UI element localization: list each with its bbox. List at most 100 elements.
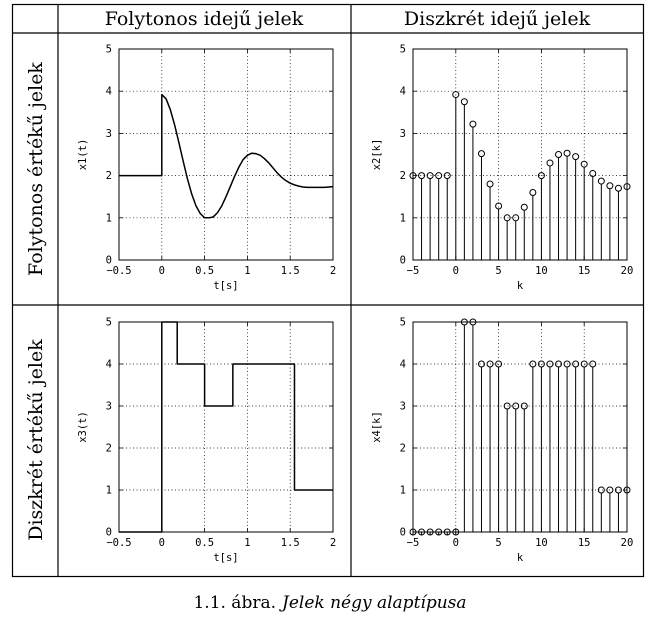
stem-point [589,360,597,368]
stem-point [503,402,511,410]
stem-point [486,360,494,368]
x-tick-label: 2 [330,265,336,277]
x-tick-label: 20 [621,537,634,549]
y-tick-label: 3 [106,128,112,140]
x-tick-label: 10 [535,265,548,277]
stem-point [537,360,545,368]
y-axis-label: x3(t) [77,411,89,443]
x-tick-label: 0 [453,265,459,277]
caption-text: Jelek négy alaptípusa [279,593,467,613]
stem-point [580,160,588,168]
stem-point [597,177,605,185]
series-line-x1 [119,93,334,219]
stem-point [477,150,485,158]
x-tick-label: 5 [495,537,501,549]
plot-frame [412,48,628,261]
x-axis-label: t[s] [213,552,238,564]
stem-point [580,360,588,368]
x-tick-label: −0.5 [106,265,131,277]
stem-point [546,360,554,368]
stem-point [529,188,537,196]
plot-frame [118,321,334,533]
stem-point [546,159,554,167]
caption-number: 1.1. ábra. [193,593,276,613]
plot-frame [118,48,334,261]
y-tick-label: 4 [106,359,112,371]
stem-point [572,360,580,368]
stem-point [563,360,571,368]
x-tick-label: −0.5 [106,537,131,549]
stem-point [589,169,597,177]
y-tick-label: 1 [400,212,406,224]
x-axis-label: t[s] [213,280,238,292]
stem-point [469,120,477,128]
stem-point [520,402,528,410]
table-frame [11,3,645,578]
y-tick-label: 1 [400,485,406,497]
stem-point [520,203,528,211]
stem-point [418,172,426,180]
x-tick-label: 1 [244,537,250,549]
x-axis-label: k [517,552,524,564]
y-tick-label: 0 [400,255,406,267]
col-header-continuous-time: Folytonos idejű jelek [105,8,304,30]
y-tick-label: 2 [106,170,112,182]
stem-point [529,360,537,368]
stem-point [555,360,563,368]
x-tick-label: −5 [407,537,420,549]
table-border [11,3,645,578]
x-tick-label: 20 [621,265,634,277]
y-tick-label: 4 [106,86,112,98]
stem-point [572,153,580,161]
stem-point [614,184,622,192]
y-tick-label: 1 [106,212,112,224]
stem-point [503,214,511,222]
y-tick-label: 5 [106,44,112,56]
stem-point [512,402,520,410]
stem-point [597,486,605,494]
stem-point [537,172,545,180]
y-tick-label: 4 [400,86,406,98]
y-tick-label: 0 [106,255,112,267]
y-tick-label: 5 [400,317,406,329]
x-tick-label: 5 [495,265,501,277]
y-tick-label: 3 [106,401,112,413]
x-tick-label: 15 [578,537,591,549]
y-tick-label: 2 [106,443,112,455]
stem-point [606,182,614,190]
stem-point [426,172,434,180]
y-tick-label: 3 [400,401,406,413]
plot-frame [412,321,628,533]
stem-point [460,98,468,106]
y-tick-label: 4 [400,359,406,371]
x-axis-label: k [517,280,524,292]
x-tick-label: −5 [407,265,420,277]
y-tick-label: 5 [106,317,112,329]
x-tick-label: 0 [159,537,165,549]
y-tick-label: 0 [106,527,112,539]
y-axis-label: x1(t) [77,139,89,171]
x-tick-label: 2 [330,537,336,549]
x-tick-label: 0.5 [195,537,214,549]
stem-point [477,360,485,368]
series-line-x3 [119,321,333,533]
x-tick-label: 0 [453,537,459,549]
stem-point [452,91,460,99]
y-tick-label: 0 [400,527,406,539]
figure-caption: 1.1. ábra. Jelek négy alaptípusa [193,593,466,613]
stem-point [555,151,563,158]
x-tick-label: 15 [578,265,591,277]
col-header-discrete-time: Diszkrét idejű jelek [404,8,591,30]
x-tick-label: 1.5 [281,537,300,549]
row-header-discrete-value: Diszkrét értékű jelek [25,339,47,541]
stem-point [443,172,451,180]
y-axis-label: x4[k] [371,411,383,443]
x-tick-label: 0 [159,265,165,277]
stem-point [512,214,520,222]
y-tick-label: 2 [400,443,406,455]
y-tick-label: 5 [400,44,406,56]
